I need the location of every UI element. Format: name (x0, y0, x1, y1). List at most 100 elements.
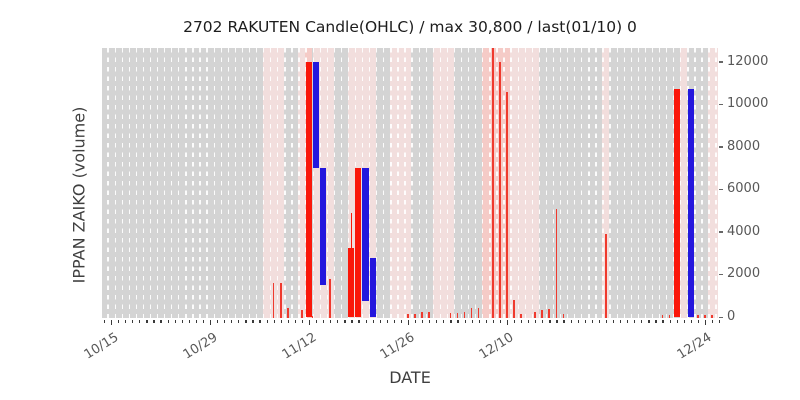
volume-spike (414, 314, 416, 318)
day-column (545, 48, 553, 318)
x-tick (598, 320, 601, 323)
day-column (383, 48, 391, 318)
gridline (453, 48, 456, 318)
x-tick (711, 320, 714, 323)
day-column (644, 48, 652, 318)
day-column (107, 48, 115, 318)
gridline (503, 48, 505, 318)
x-tick (238, 320, 240, 323)
gridline (567, 48, 569, 318)
gridline (680, 48, 682, 318)
volume-spike (286, 308, 289, 318)
gridline (142, 48, 145, 318)
volume-spike (499, 61, 501, 318)
day-column (581, 48, 589, 318)
day-column (404, 48, 412, 318)
day-column (291, 48, 299, 318)
day-column (390, 48, 398, 318)
day-column (453, 48, 461, 318)
x-tick (535, 320, 537, 323)
day-column (623, 48, 631, 318)
day-column (701, 48, 709, 318)
day-column (531, 48, 539, 318)
day-column (418, 48, 426, 318)
gridline (460, 48, 463, 318)
gridline (581, 48, 583, 318)
day-column (369, 48, 377, 318)
day-column (630, 48, 638, 318)
volume-spike (668, 315, 671, 318)
x-major-tick (308, 320, 311, 325)
volume-spike (513, 299, 515, 318)
gridline (114, 48, 116, 318)
x-tick-label: 12/24 (675, 330, 715, 363)
x-tick (316, 320, 318, 323)
x-tick (450, 320, 452, 323)
x-tick (118, 320, 120, 323)
day-column (574, 48, 582, 318)
y-tick (719, 231, 723, 233)
candle-bar (369, 257, 376, 317)
gridline (404, 48, 406, 318)
x-tick (662, 320, 664, 323)
gridline (234, 48, 237, 318)
x-tick-label: 11/12 (279, 330, 319, 363)
gridline (206, 48, 208, 318)
day-column (164, 48, 172, 318)
gridline (559, 48, 562, 318)
volume-spike (329, 278, 331, 318)
x-tick (103, 320, 106, 323)
day-column (312, 48, 320, 318)
gridline (298, 48, 300, 318)
x-tick (499, 320, 502, 323)
x-major-tick (111, 320, 113, 325)
gridline (263, 48, 265, 318)
x-tick (683, 320, 685, 323)
gridline (701, 48, 703, 318)
gridline (255, 48, 258, 318)
gridline (630, 48, 632, 318)
gridline (270, 48, 272, 318)
gridline (418, 48, 420, 318)
volume-spike (279, 282, 282, 318)
day-column (432, 48, 440, 318)
gridline (439, 48, 442, 318)
x-tick (641, 320, 643, 323)
day-column (609, 48, 617, 318)
x-tick (577, 320, 579, 323)
x-tick (231, 320, 233, 323)
gridline (149, 48, 152, 318)
day-column (658, 48, 666, 318)
day-column (227, 48, 235, 318)
day-column (263, 48, 271, 318)
gridline (715, 48, 717, 318)
gridline (340, 48, 343, 318)
gridline (128, 48, 130, 318)
gridline (171, 48, 173, 318)
plot-area (102, 48, 718, 318)
gridline (609, 48, 611, 318)
y-tick-label: 10000 (727, 96, 769, 112)
x-major-tick (209, 320, 212, 325)
gridline (588, 48, 590, 318)
candle-bar (355, 168, 362, 317)
y-tick-label: 2000 (727, 266, 761, 282)
x-tick (492, 320, 494, 323)
x-tick (570, 320, 572, 323)
day-column (637, 48, 645, 318)
day-column (326, 48, 334, 318)
gridline (178, 48, 180, 318)
gridline (475, 48, 477, 318)
volume-spike (421, 312, 423, 318)
day-column (708, 48, 716, 318)
gridline (397, 48, 399, 318)
day-column (241, 48, 249, 318)
x-tick (217, 320, 219, 323)
gridline (121, 48, 123, 318)
gridline (666, 48, 668, 318)
y-tick-label: 8000 (727, 138, 761, 154)
x-tick (429, 320, 431, 323)
day-column (114, 48, 122, 318)
gridline (425, 48, 427, 318)
x-tick (612, 320, 615, 323)
